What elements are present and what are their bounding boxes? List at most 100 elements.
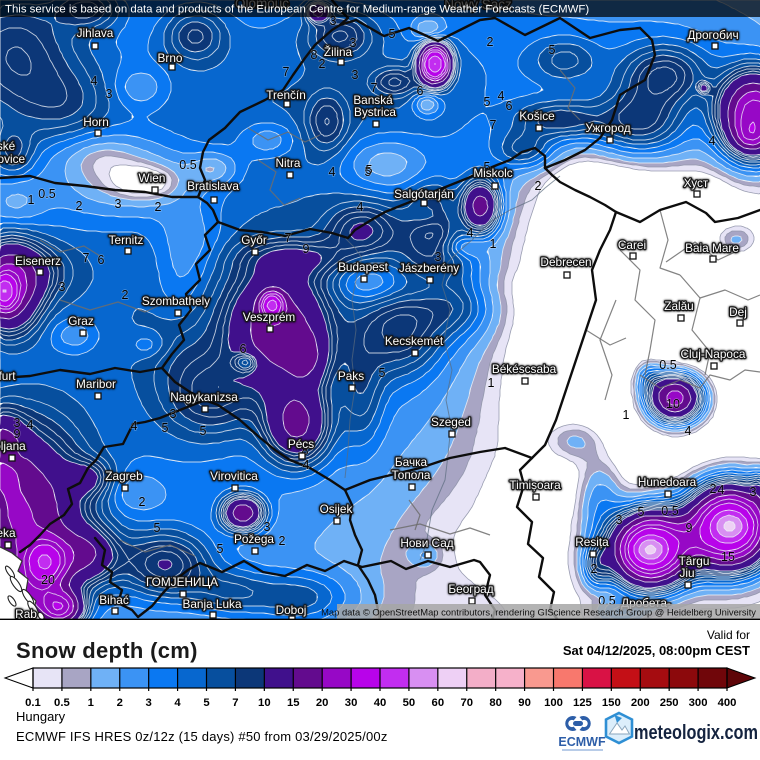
svg-text:4: 4 <box>498 89 505 103</box>
svg-text:400: 400 <box>718 697 737 709</box>
svg-text:Ternitz: Ternitz <box>109 233 144 247</box>
svg-text:250: 250 <box>660 697 679 709</box>
svg-text:Dej: Dej <box>729 305 747 319</box>
svg-text:Trenčín: Trenčín <box>266 88 306 102</box>
svg-text:2: 2 <box>591 562 598 576</box>
svg-text:1: 1 <box>490 237 497 251</box>
svg-text:1: 1 <box>88 697 94 709</box>
svg-text:2: 2 <box>139 495 146 509</box>
svg-text:5: 5 <box>365 165 372 179</box>
svg-text:3: 3 <box>350 36 357 50</box>
svg-text:Jászberény: Jászberény <box>399 261 459 275</box>
svg-text:3: 3 <box>435 250 442 264</box>
svg-text:ské: ské <box>0 139 16 153</box>
svg-text:Târgu: Târgu <box>679 554 710 568</box>
svg-text:0.5: 0.5 <box>659 358 676 372</box>
svg-text:2: 2 <box>122 288 129 302</box>
svg-text:7: 7 <box>490 118 497 132</box>
svg-text:4: 4 <box>357 200 364 214</box>
svg-text:Nagykanizsa: Nagykanizsa <box>170 390 238 404</box>
svg-text:7: 7 <box>83 251 90 265</box>
svg-text:Rab: Rab <box>15 607 37 620</box>
svg-text:4: 4 <box>27 418 34 432</box>
svg-text:Virovitica: Virovitica <box>210 469 258 483</box>
svg-text:3: 3 <box>59 280 66 294</box>
svg-text:Miskolc: Miskolc <box>473 166 512 180</box>
svg-text:90: 90 <box>518 697 531 709</box>
svg-text:2: 2 <box>279 534 286 548</box>
svg-text:2: 2 <box>117 697 123 709</box>
svg-text:3: 3 <box>264 520 271 534</box>
svg-text:5: 5 <box>549 43 556 57</box>
svg-text:2: 2 <box>710 482 717 496</box>
svg-text:3: 3 <box>146 697 152 709</box>
svg-text:3: 3 <box>616 513 623 527</box>
svg-text:125: 125 <box>573 697 592 709</box>
svg-text:4: 4 <box>131 419 138 433</box>
svg-text:0.5: 0.5 <box>54 697 70 709</box>
svg-text:Salgótarján: Salgótarján <box>394 187 454 201</box>
svg-text:4: 4 <box>685 424 692 438</box>
svg-text:Maribor: Maribor <box>76 377 116 391</box>
svg-text:80: 80 <box>489 697 502 709</box>
svg-text:Békéscsaba: Békéscsaba <box>492 362 557 376</box>
svg-text:0.1: 0.1 <box>25 697 41 709</box>
svg-text:70: 70 <box>460 697 473 709</box>
svg-text:Pécs: Pécs <box>288 437 314 451</box>
svg-text:Doboj: Doboj <box>276 603 307 617</box>
svg-text:3: 3 <box>750 485 757 499</box>
svg-text:2: 2 <box>487 35 494 49</box>
svg-text:Debrecen: Debrecen <box>540 255 591 269</box>
svg-text:0.5: 0.5 <box>179 158 196 172</box>
svg-text:150: 150 <box>602 697 621 709</box>
svg-text:2: 2 <box>155 200 162 214</box>
svg-text:ECMWF: ECMWF <box>558 735 606 749</box>
svg-text:5: 5 <box>366 163 373 177</box>
svg-text:ГОМЈЕНИЦА: ГОМЈЕНИЦА <box>146 575 218 589</box>
svg-text:40: 40 <box>374 697 387 709</box>
svg-text:eka: eka <box>0 526 16 540</box>
svg-text:Bystrica: Bystrica <box>354 105 396 119</box>
svg-text:8: 8 <box>311 48 318 62</box>
svg-text:Jihlava: Jihlava <box>77 26 114 40</box>
svg-text:Banja Luka: Banja Luka <box>182 597 241 611</box>
svg-text:Bratislava: Bratislava <box>187 179 239 193</box>
svg-text:5: 5 <box>484 160 491 174</box>
svg-text:Hunedoara: Hunedoara <box>638 475 697 489</box>
svg-text:20: 20 <box>316 697 329 709</box>
svg-text:2: 2 <box>76 199 83 213</box>
svg-text:9: 9 <box>14 427 21 441</box>
svg-text:Szeged: Szeged <box>431 415 471 429</box>
svg-text:6: 6 <box>417 84 424 98</box>
svg-text:This service is based on data: This service is based on data and produc… <box>5 4 589 16</box>
svg-text:3: 3 <box>115 197 122 211</box>
svg-text:100: 100 <box>544 697 563 709</box>
svg-text:Szombathely: Szombathely <box>142 294 210 308</box>
svg-text:3: 3 <box>330 14 337 28</box>
svg-text:Бачка: Бачка <box>395 455 428 469</box>
svg-text:Budapest: Budapest <box>338 260 389 274</box>
svg-text:20: 20 <box>41 573 55 587</box>
svg-text:2: 2 <box>535 179 542 193</box>
svg-text:5: 5 <box>389 27 396 41</box>
svg-text:Timișoara: Timișoara <box>509 478 561 492</box>
svg-text:10: 10 <box>258 697 271 709</box>
svg-text:Ужгород: Ужгород <box>585 121 630 135</box>
svg-text:7: 7 <box>232 697 238 709</box>
svg-text:Jiu: Jiu <box>679 566 694 580</box>
svg-text:4: 4 <box>303 458 310 472</box>
svg-text:Nitra: Nitra <box>276 156 301 170</box>
svg-text:furt: furt <box>0 369 16 383</box>
svg-text:0.5: 0.5 <box>38 187 55 201</box>
svg-text:3: 3 <box>352 68 359 82</box>
svg-text:7: 7 <box>371 81 378 95</box>
svg-text:2: 2 <box>319 57 326 71</box>
svg-text:5: 5 <box>379 366 386 380</box>
svg-text:9: 9 <box>303 242 310 256</box>
svg-text:Eisenerz: Eisenerz <box>15 254 61 268</box>
svg-text:Map data © OpenStreetMap contr: Map data © OpenStreetMap contributors, r… <box>321 607 756 618</box>
svg-text:Resița: Resița <box>575 535 609 549</box>
svg-text:Brno: Brno <box>158 51 183 65</box>
svg-text:1: 1 <box>488 376 495 390</box>
svg-text:meteologix.com: meteologix.com <box>634 722 758 744</box>
